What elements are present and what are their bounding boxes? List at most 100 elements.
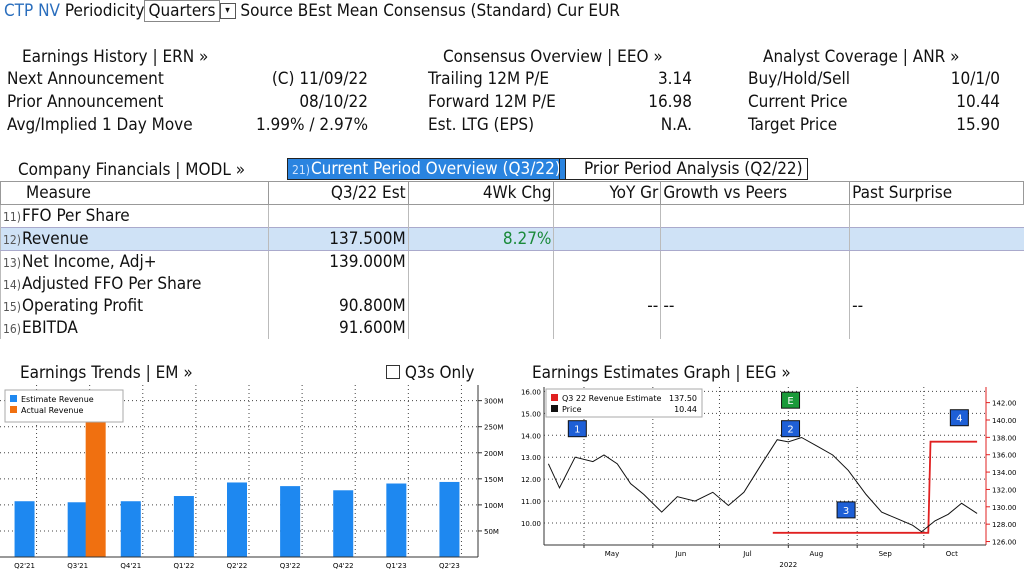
row-est: 90.800M [267,295,409,317]
legend-actual-swatch [10,406,17,413]
x-tick-label: Oct [946,550,958,558]
col-past-surprise[interactable]: Past Surprise [849,181,1024,205]
legend-box [545,388,703,418]
row-est [267,204,409,228]
source-label: Source [240,1,293,21]
event-marker-label: 1 [574,425,580,436]
x-tick-label: Q3'21 [67,562,88,570]
x-tick-label: Q1'22 [173,562,194,570]
tab-current-label: Current Period Overview (Q3/22) [310,159,561,179]
currency-label: Cur [556,1,584,21]
checkbox-icon[interactable] [386,365,400,379]
consensus-overview-title[interactable]: Consensus Overview | EEO » [443,47,663,67]
table-row[interactable]: 13)Net Income, Adj+ 139.000M [0,250,1024,273]
earnings-estimates-graph-title[interactable]: Earnings Estimates Graph | EEG » [532,363,791,383]
co-label-1: Forward 12M P/E [428,92,556,112]
row-number: 16) [3,322,21,336]
event-marker [949,409,969,427]
co-label-2: Est. LTG (EPS) [428,115,535,135]
y-tick-label: 250M [484,424,503,432]
legend-price-value: 10.44 [674,405,697,414]
eh-value-2: 1.99% / 2.97% [255,115,368,135]
row-surprise: -- [849,295,1024,317]
earnings-history-title[interactable]: Earnings History | ERN » [22,47,209,67]
line-marks [547,436,978,534]
x-tick-label: Q3'22 [280,562,301,570]
x-tick-label: Jul [742,550,752,558]
row-est: 137.500M [267,227,409,251]
row-surprise [849,204,1024,228]
bar-estimate [120,501,141,557]
earnings-trends-title[interactable]: Earnings Trends | EM » [20,363,193,383]
row-yoy [553,273,661,295]
row-number: 15) [3,300,21,314]
bar-estimate [386,483,407,557]
row-chg [407,317,554,339]
tab-current-number: 21) [292,163,310,177]
tab-prior-period[interactable]: Prior Period Analysis (Q2/22) [559,158,808,180]
table-row-selected[interactable]: 12)Revenue 137.500M 8.27% [0,227,1024,251]
ticker-label[interactable]: CTP NV [4,1,60,21]
event-marker [781,420,801,438]
right-tick-label: 138.00 [992,434,1017,442]
table-row[interactable]: 16)EBITDA 91.600M [0,317,1024,339]
table-row[interactable]: 14)Adjusted FFO Per Share [0,273,1024,295]
eh-label-2: Avg/Implied 1 Day Move [7,115,193,135]
price-line [547,436,978,533]
x-tick-label: Q1'23 [386,562,407,570]
table-row[interactable]: 11)FFO Per Share [0,204,1024,228]
periodicity-select[interactable]: Quarters [144,0,220,22]
analyst-coverage-title[interactable]: Analyst Coverage | ANR » [763,47,960,67]
col-yoy[interactable]: YoY Gr [553,181,662,205]
col-4wk-chg[interactable]: 4Wk Chg [407,181,555,205]
table-row[interactable]: 15)Operating Profit 90.800M -- -- -- [0,295,1024,317]
row-surprise [849,273,1024,295]
left-tick-label: 10.00 [521,520,541,528]
x-tick-label: Sep [879,550,893,558]
bar-estimate [67,502,88,557]
company-financials-title[interactable]: Company Financials | MODL » [18,160,246,180]
col-measure[interactable]: Measure [0,181,269,205]
right-tick-label: 132.00 [992,486,1017,494]
x-tick-label: Q2'23 [439,562,460,570]
legend-revenue-estimate-value: 137.50 [669,394,697,403]
x-tick-label: Aug [809,550,823,558]
y-tick-label: 150M [484,476,503,484]
col-est[interactable]: Q3/22 Est [267,181,409,205]
q3s-only-checkbox[interactable]: Q3s Only [386,363,474,383]
event-marker [836,501,856,519]
line-grid [544,387,986,545]
right-tick-label: 136.00 [992,452,1017,460]
source-value[interactable]: BEst Mean Consensus (Standard) [297,1,553,21]
y-tick-label: 200M [484,450,503,458]
bar-estimate [439,481,460,557]
left-tick-label: 11.00 [521,498,541,506]
periodicity-value: Quarters [148,1,216,21]
eh-label-1: Prior Announcement [7,92,164,112]
row-surprise [849,227,1024,251]
row-surprise [849,250,1024,273]
left-tick-label: 13.00 [521,454,541,462]
co-value-0: 3.14 [657,69,692,89]
col-growth-peers[interactable]: Growth vs Peers [660,181,851,205]
row-peers [660,227,850,251]
top-bar: CTP NV Periodicity Quarters ▾ Source BEst … [4,0,620,22]
currency-value[interactable]: EUR [588,1,620,21]
bar-axis: 50M 100M 150M 200M 250M 300M Q2'21 Q3'21 Q4'21 Q1… [0,385,503,570]
tab-current-period[interactable]: 21)Current Period Overview (Q3/22) [287,158,566,180]
event-marker-label: E [787,396,793,407]
row-yoy [553,204,661,228]
ac-label-2: Target Price [748,115,838,135]
bar-legend: Estimate Revenue Actual Revenue [4,389,124,423]
legend-price-label: Price [562,405,582,414]
left-tick-label: 12.00 [521,476,541,484]
row-peers [660,317,850,339]
row-chg: 8.27% [407,227,554,251]
row-measure: Adjusted FFO Per Share [21,274,202,294]
event-marker-label: 4 [956,414,962,425]
row-est: 91.600M [267,317,409,339]
legend-estimate-swatch [10,395,17,402]
chevron-down-icon[interactable]: ▾ [219,3,236,19]
event-marker [781,391,801,409]
row-chg [407,295,554,317]
